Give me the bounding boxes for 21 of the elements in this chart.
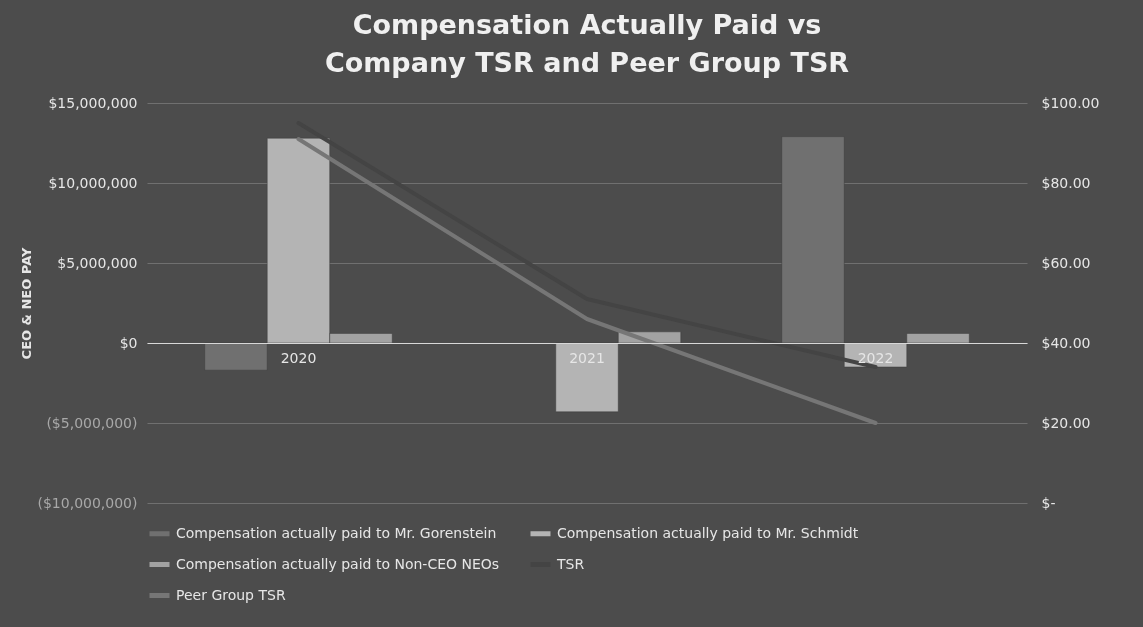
legend-label: Compensation actually paid to Mr. Gorenstein [176,524,497,541]
y2-tick-label: $- [1041,494,1056,511]
y2-tick-label: $80.00 [1041,174,1091,191]
y-tick-label: ($5,000,000) [46,414,138,431]
y2-tick-label: $60.00 [1041,254,1091,271]
y-tick-label: $10,000,000 [48,174,138,191]
chart-title: Compensation Actually Paid vs Company TSR and Peer Group TSR [324,9,850,78]
y-axis-title: CEO & NEO PAY [18,247,34,360]
legend-label: TSR [556,555,585,572]
y2-tick-label: $20.00 [1041,414,1091,431]
y2-tick-label: $40.00 [1041,334,1091,351]
y2-tick-label: $100.00 [1041,94,1100,111]
y-tick-label: $0 [119,334,138,351]
y-tick-label: ($10,000,000) [37,494,138,511]
legend-label: Peer Group TSR [176,586,286,603]
y-tick-label: $15,000,000 [48,94,138,111]
y-tick-label: $5,000,000 [57,254,138,271]
legend-label: Compensation actually paid to Mr. Schmidt [557,524,859,541]
legend-label: Compensation actually paid to Non-CEO NEOs [176,555,500,572]
x-tick-label: 2020 [280,349,317,366]
x-tick-label: 2022 [857,349,894,366]
